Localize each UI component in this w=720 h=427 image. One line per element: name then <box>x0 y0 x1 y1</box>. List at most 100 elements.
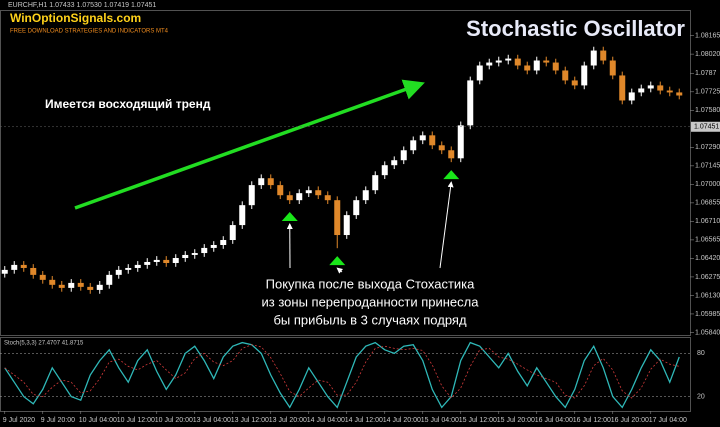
candle-body <box>543 60 550 63</box>
y-tick-label: 1.06420 <box>695 255 720 262</box>
candle-body <box>134 264 141 268</box>
annotation: бы прибыль в 3 случаях подряд <box>273 312 466 327</box>
candle-body <box>657 85 664 91</box>
candle-body <box>609 60 616 76</box>
candle-body <box>220 240 227 245</box>
annotation: из зоны перепроданности принесла <box>262 294 480 309</box>
candle-body <box>106 274 113 285</box>
candle-body <box>562 70 569 81</box>
pointer-arrow <box>439 181 454 269</box>
x-tick-label: 13 Jul 04:00 <box>193 417 231 424</box>
x-tick-label: 9 Jul 20:00 <box>41 417 75 424</box>
y-tick-label: 1.08165 <box>695 32 720 39</box>
candle-body <box>514 58 521 66</box>
candle-body <box>429 135 436 146</box>
x-tick-label: 17 Jul 04:00 <box>649 417 687 424</box>
signal-triangle <box>329 256 346 266</box>
candle-body <box>191 253 198 255</box>
y-tick-label: 1.07580 <box>695 107 720 114</box>
y-tick-label: 1.07725 <box>695 89 720 96</box>
signal-triangle <box>281 212 298 222</box>
candle-body <box>77 282 84 287</box>
candle-body <box>30 267 37 275</box>
candle-body <box>467 80 474 126</box>
candle-body <box>239 205 246 226</box>
candle-body <box>58 284 65 288</box>
x-tick-label: 10 Jul 20:00 <box>155 417 193 424</box>
trend-arrow <box>74 79 425 210</box>
y-tick-label: 1.0787 <box>695 70 717 77</box>
annotation: Имеется восходящий тренд <box>45 97 211 111</box>
stoch-line <box>4 341 680 409</box>
candle-body <box>353 200 360 216</box>
candle-body <box>229 225 236 241</box>
signal-triangle <box>443 170 460 180</box>
candle-body <box>39 274 46 280</box>
current-price-label: 1.07451 <box>694 124 719 131</box>
candle-body <box>457 125 464 159</box>
chart-title: Stochastic Oscillator <box>466 16 685 41</box>
candle-body <box>267 178 274 186</box>
candle-body <box>647 85 654 89</box>
candle-body <box>324 195 331 201</box>
candle-body <box>210 244 217 248</box>
candle-body <box>600 50 607 61</box>
candle-body <box>524 65 531 71</box>
candle-body <box>334 200 341 236</box>
y-tick-label: 80 <box>697 350 705 357</box>
candle-body <box>676 92 683 96</box>
y-tick-label: 20 <box>697 393 705 400</box>
x-tick-label: 10 Jul 04:00 <box>79 417 117 424</box>
main-frame <box>0 10 691 336</box>
candle-body <box>20 264 27 268</box>
candle-body <box>277 185 284 196</box>
candle-body <box>144 261 151 265</box>
candle-body <box>49 279 56 285</box>
candle-body <box>343 215 350 236</box>
candle-body <box>87 286 94 290</box>
candle-body <box>296 193 303 201</box>
x-tick-label: 16 Jul 04:00 <box>535 417 573 424</box>
y-tick-label: 1.05840 <box>695 329 720 336</box>
candle-body <box>68 282 75 288</box>
candle-body <box>1 269 8 274</box>
y-tick-label: 1.06855 <box>695 200 720 207</box>
y-tick-label: 1.07290 <box>695 144 720 151</box>
candle-body <box>182 254 189 259</box>
candle-body <box>666 90 673 93</box>
x-tick-label: 16 Jul 20:00 <box>611 417 649 424</box>
candle-body <box>476 65 483 81</box>
candle-body <box>628 92 635 101</box>
candle-body <box>372 175 379 191</box>
candle-body <box>571 80 578 86</box>
candle-body <box>248 185 255 206</box>
candle-body <box>172 258 179 263</box>
candle-body <box>533 60 540 71</box>
x-tick-label: 13 Jul 20:00 <box>269 417 307 424</box>
candle-body <box>153 259 160 262</box>
x-tick-label: 14 Jul 20:00 <box>383 417 421 424</box>
x-tick-label: 10 Jul 12:00 <box>117 417 155 424</box>
candle-body <box>410 140 417 151</box>
symbol-info: EURCHF,H1 1.07433 1.07530 1.07419 1.0745… <box>8 2 156 9</box>
candle-body <box>581 65 588 86</box>
candle-body <box>305 190 312 194</box>
candle-body <box>552 62 559 71</box>
y-tick-label: 1.06130 <box>695 292 720 299</box>
candle-body <box>258 178 265 186</box>
candle-body <box>486 62 493 66</box>
y-tick-label: 1.06710 <box>695 218 720 225</box>
candle-body <box>400 150 407 161</box>
current-price-box <box>691 121 720 132</box>
x-tick-label: 13 Jul 12:00 <box>231 417 269 424</box>
candle-body <box>96 284 103 290</box>
candle-body <box>438 145 445 151</box>
candle-body <box>315 190 322 196</box>
candle-body <box>448 150 455 159</box>
candle-body <box>125 267 132 270</box>
x-tick-label: 15 Jul 12:00 <box>459 417 497 424</box>
candle-body <box>115 269 122 275</box>
